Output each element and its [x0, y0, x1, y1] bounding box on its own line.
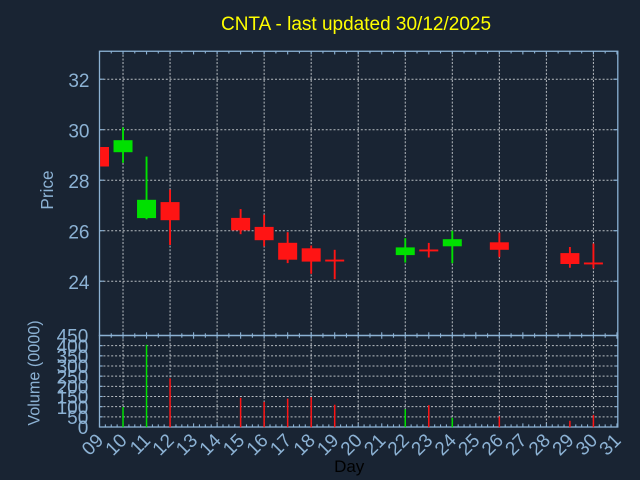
svg-text:350: 350 [57, 347, 89, 368]
svg-text:Day: Day [334, 457, 365, 476]
svg-text:450: 450 [57, 327, 89, 348]
svg-text:150: 150 [57, 388, 89, 409]
svg-text:300: 300 [57, 357, 89, 378]
svg-text:400: 400 [57, 337, 89, 358]
svg-text:26: 26 [68, 223, 89, 244]
svg-text:50: 50 [67, 408, 88, 429]
svg-text:100: 100 [57, 398, 89, 419]
svg-text:200: 200 [57, 378, 89, 399]
svg-text:Volume (0000): Volume (0000) [26, 320, 44, 425]
svg-text:CNTA - last updated 30/12/2025: CNTA - last updated 30/12/2025 [221, 14, 491, 35]
svg-text:Price: Price [37, 170, 57, 209]
svg-text:28: 28 [68, 172, 89, 193]
svg-text:30: 30 [68, 122, 89, 143]
svg-text:250: 250 [57, 367, 89, 388]
svg-text:32: 32 [68, 71, 89, 92]
svg-text:0: 0 [78, 418, 89, 439]
svg-text:24: 24 [68, 273, 90, 294]
